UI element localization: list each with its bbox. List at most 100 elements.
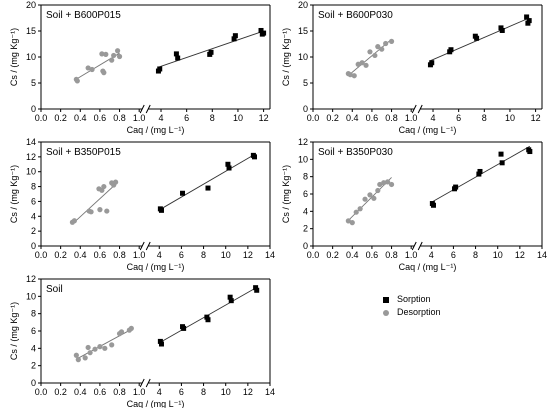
sorption-marker-icon (383, 296, 389, 303)
panel-title: Soil (46, 284, 63, 295)
x-tick-label: 0.8 (113, 387, 126, 397)
legend: Sorption Desorption (380, 293, 441, 319)
y-tick-label: 20 (298, 0, 308, 10)
sorption-point (158, 207, 164, 213)
x-tick-label: 12 (515, 250, 525, 260)
sorption-point (498, 25, 504, 31)
desorption-point (351, 73, 357, 79)
sorption-point (225, 161, 231, 167)
x-tick-label: 0.2 (54, 113, 67, 123)
desorption-point (82, 355, 88, 361)
y-tick-label: 0 (31, 104, 36, 114)
y-tick-label: 8 (303, 172, 308, 182)
axis-break-mark (411, 241, 417, 251)
y-tick-label: 12 (26, 274, 36, 284)
x-tick-label: 8 (473, 250, 478, 260)
axis-break-mark (139, 104, 145, 114)
x-tick-label: 4 (429, 250, 434, 260)
desorption-point (89, 66, 95, 73)
x-tick-label: 6 (456, 113, 461, 123)
y-tick-label: 20 (26, 0, 36, 10)
sorption-point (474, 35, 480, 41)
x-tick-label: 0.6 (94, 387, 107, 397)
x-tick-label: 14 (265, 387, 275, 397)
x-tick-label: 0.4 (346, 250, 359, 260)
sorption-point (525, 20, 531, 26)
x-tick-label: 0.2 (326, 113, 339, 123)
sorption-point (226, 165, 232, 171)
x-tick-label: 0.2 (54, 250, 67, 260)
panel-title: Soil + B350P030 (318, 147, 393, 158)
axis-break-mark (139, 241, 145, 251)
desorption-marker-icon (383, 309, 389, 316)
sorption-point (157, 66, 163, 72)
panel-title: Soil + B600P015 (46, 10, 121, 21)
chart-panel-1: 0 5 10 15 20 0.0 0.2 0.4 0.6 0.8 1.0 4 6 8 10 12 Caq / (… (9, 0, 271, 135)
sorption-point (181, 325, 187, 331)
chart-panel-5: 0 2 4 6 8 10 12 0.0 0.2 0.4 0.6 0.8 1.0 4 6 8 10 12 14 Caq … (9, 274, 275, 408)
legend-item-desorption: Desorption (380, 306, 441, 319)
x-tick-label: 4 (159, 113, 164, 123)
x-tick-label: 14 (265, 250, 275, 260)
x-tick-label: 4 (431, 113, 436, 123)
y-tick-label: 10 (26, 167, 36, 177)
y-tick-label: 0 (31, 241, 36, 251)
axis-break-mark (139, 378, 145, 388)
y-tick-label: 2 (31, 226, 36, 236)
x-tick-label: 0.2 (54, 387, 67, 397)
x-axis-label: Caq / (mg L⁻¹) (127, 399, 185, 408)
x-tick-label: 8 (210, 113, 215, 123)
desorption-point (357, 206, 363, 212)
x-tick-label: 1.0 (133, 250, 146, 260)
desorption-point (353, 209, 359, 215)
x-tick-label: 0.6 (94, 113, 107, 123)
desorption-point (362, 196, 368, 202)
desorption-point (372, 52, 378, 59)
legend-item-sorption: Sorption (380, 293, 441, 306)
sorption-point (476, 171, 482, 177)
sorption-point (258, 27, 264, 33)
x-tick-label: 12 (243, 250, 253, 260)
y-tick-label: 15 (298, 26, 308, 36)
desorption-point (359, 60, 365, 66)
y-tick-label: 10 (298, 52, 308, 62)
desorption-point (379, 46, 385, 52)
x-tick-label: 6 (451, 250, 456, 260)
sorption-point (228, 298, 234, 304)
x-axis-label: Caq / (mg L⁻¹) (399, 262, 457, 272)
x-tick-label: 6 (179, 250, 184, 260)
x-tick-label: 12 (259, 113, 269, 123)
desorption-point (375, 44, 381, 50)
x-tick-label: 0.6 (366, 113, 379, 123)
y-tick-label: 10 (26, 291, 36, 301)
desorption-point (71, 218, 77, 224)
x-tick-label: 10 (233, 113, 243, 123)
y-tick-label: 4 (31, 343, 36, 353)
sorption-point (173, 51, 179, 57)
desorption-point (109, 57, 115, 63)
desorption-point (383, 40, 389, 47)
desorption-point (355, 61, 361, 67)
y-tick-label: 6 (31, 196, 36, 206)
sorption-point (261, 30, 267, 36)
x-tick-label: 12 (531, 113, 541, 123)
x-tick-label: 14 (537, 250, 547, 260)
y-tick-label: 12 (298, 137, 308, 147)
desorption-point (128, 325, 134, 331)
sorption-point (232, 33, 238, 39)
x-tick-label: 6 (179, 387, 184, 397)
sorption-point (205, 185, 211, 191)
x-tick-label: 8 (201, 387, 206, 397)
axis-break-mark (411, 104, 417, 114)
desorption-point (74, 78, 80, 84)
desorption-point (371, 195, 377, 201)
desorption-point (88, 209, 94, 215)
legend-label-sorption: Sorption (397, 294, 431, 304)
y-tick-label: 6 (31, 326, 36, 336)
axis-break-mark (417, 104, 423, 114)
axis-break-mark (145, 378, 151, 388)
y-tick-label: 14 (26, 137, 36, 147)
desorption-point (111, 52, 117, 59)
x-tick-label: 0.0 (307, 113, 320, 123)
